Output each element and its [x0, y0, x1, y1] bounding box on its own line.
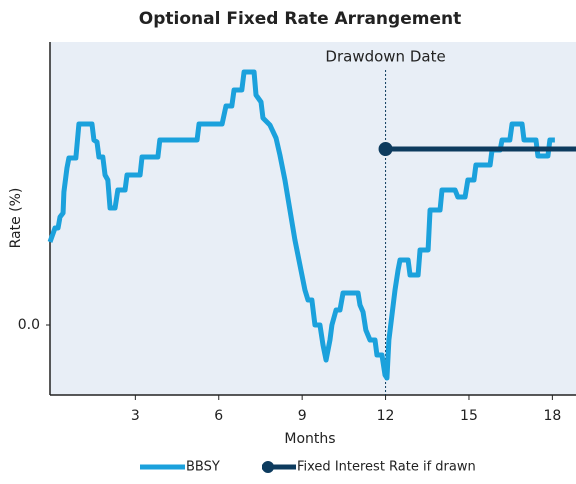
- plot-area: [50, 42, 576, 395]
- chart-title: Optional Fixed Rate Arrangement: [139, 9, 461, 29]
- x-axis-label: Months: [284, 431, 335, 447]
- y-axis-label: Rate (%): [8, 188, 24, 249]
- legend-label: Fixed Interest Rate if drawn: [297, 460, 476, 475]
- x-tick-label: 18: [543, 408, 561, 424]
- legend-marker: [262, 461, 274, 473]
- x-tick-label: 3: [131, 408, 140, 424]
- marker: [378, 142, 393, 156]
- x-tick-label: 12: [377, 408, 395, 424]
- x-tick-label: 15: [460, 408, 478, 424]
- x-tick-label: 6: [214, 408, 223, 424]
- annotation-text: Drawdown Date: [325, 48, 445, 66]
- legend-label: BBSY: [186, 460, 220, 475]
- y-tick-label: 0.0: [18, 317, 40, 333]
- x-tick-label: 9: [298, 408, 307, 424]
- line: [47, 69, 555, 381]
